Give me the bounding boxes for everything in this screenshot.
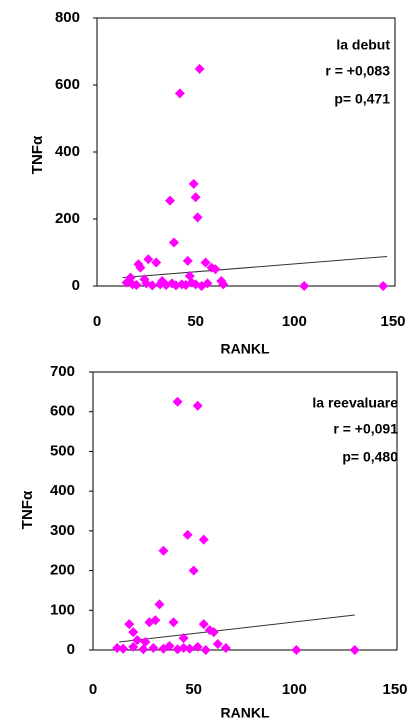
data-point xyxy=(202,278,213,289)
data-point xyxy=(182,255,193,266)
x-tick-label: 100 xyxy=(282,681,307,698)
plot-frame xyxy=(92,371,398,651)
annotation: la debut xyxy=(336,37,390,53)
data-point xyxy=(291,645,302,655)
data-point xyxy=(158,545,169,556)
data-point xyxy=(147,280,158,291)
data-point xyxy=(192,400,203,411)
data-point xyxy=(208,627,219,638)
x-tick-label: 0 xyxy=(89,681,97,698)
data-point xyxy=(128,627,139,638)
data-point xyxy=(165,195,176,206)
data-point xyxy=(128,641,139,652)
data-point xyxy=(132,635,143,646)
x-tick-label: 0 xyxy=(93,313,101,330)
data-point xyxy=(178,643,189,654)
data-point xyxy=(200,645,211,655)
data-point xyxy=(188,565,199,576)
y-tick-label: 200 xyxy=(50,562,75,579)
y-axis-label: TNFα xyxy=(29,135,46,174)
data-point xyxy=(182,529,193,540)
data-point xyxy=(131,279,142,290)
data-point xyxy=(178,633,189,644)
y-tick-label: 400 xyxy=(55,143,80,160)
data-point xyxy=(112,643,123,654)
data-point xyxy=(157,275,168,286)
data-point xyxy=(220,643,231,654)
y-tick-label: 600 xyxy=(50,403,75,420)
x-axis-label: RANKL xyxy=(221,705,270,721)
data-point xyxy=(148,643,159,654)
x-tick-label: 50 xyxy=(185,681,202,698)
data-point xyxy=(143,254,154,265)
data-point xyxy=(121,277,132,288)
data-point xyxy=(150,615,161,626)
data-point xyxy=(349,645,360,655)
data-point xyxy=(125,272,136,283)
data-point xyxy=(139,274,150,285)
annotation: p= 0,471 xyxy=(334,91,390,107)
data-point xyxy=(210,264,221,275)
y-tick-label: 500 xyxy=(50,442,75,459)
trend-line xyxy=(119,614,355,643)
data-point xyxy=(140,637,151,648)
y-tick-label: 600 xyxy=(55,76,80,93)
plot-frame xyxy=(96,17,396,287)
data-point xyxy=(198,619,209,630)
data-point xyxy=(164,641,175,652)
data-point xyxy=(218,279,229,290)
y-axis-label: TNFα xyxy=(19,490,36,529)
x-tick-label: 150 xyxy=(380,313,405,330)
data-point xyxy=(168,237,179,248)
y-tick-label: 700 xyxy=(50,363,75,380)
x-tick-label: 50 xyxy=(187,313,204,330)
y-tick-label: 400 xyxy=(50,482,75,499)
data-point xyxy=(190,192,201,203)
data-point xyxy=(118,643,129,654)
trend-line xyxy=(122,256,388,279)
annotation: r = +0,091 xyxy=(333,421,398,437)
data-point xyxy=(378,281,389,291)
data-point xyxy=(184,270,195,281)
data-point xyxy=(154,599,165,610)
data-point xyxy=(124,619,135,630)
data-point xyxy=(168,617,179,628)
data-point xyxy=(188,178,199,189)
annotation: p= 0,480 xyxy=(342,449,398,465)
annotation: r = +0,083 xyxy=(325,63,390,79)
y-tick-label: 100 xyxy=(50,601,75,618)
x-tick-label: 150 xyxy=(382,681,407,698)
annotation: la reevaluare xyxy=(312,395,398,411)
data-point xyxy=(198,534,209,545)
data-point xyxy=(212,639,223,650)
y-tick-label: 300 xyxy=(50,522,75,539)
data-point xyxy=(184,643,195,654)
data-point xyxy=(151,257,162,268)
y-tick-label: 0 xyxy=(67,641,75,658)
y-tick-label: 800 xyxy=(55,9,80,26)
y-tick-label: 0 xyxy=(72,277,80,294)
data-point xyxy=(299,281,310,291)
data-point xyxy=(138,644,149,655)
data-point xyxy=(200,257,211,268)
y-tick-label: 200 xyxy=(55,210,80,227)
data-point xyxy=(192,212,203,223)
data-point xyxy=(174,88,185,99)
data-point xyxy=(172,396,183,407)
data-point xyxy=(135,262,146,273)
x-axis-label: RANKL xyxy=(221,341,270,357)
data-point xyxy=(192,641,203,652)
x-tick-label: 100 xyxy=(282,313,307,330)
data-point xyxy=(194,63,205,74)
